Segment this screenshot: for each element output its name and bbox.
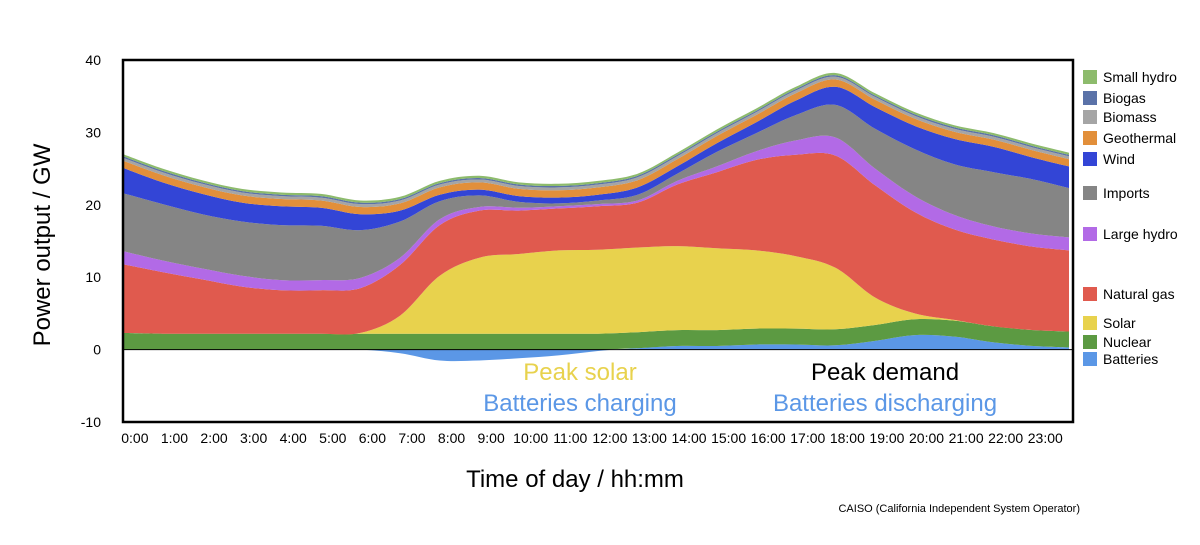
y-tick-label: 10 [85, 269, 101, 285]
legend-swatch-small-hydro [1083, 70, 1097, 84]
x-tick-label: 5:00 [319, 430, 346, 446]
area-imports [123, 104, 1069, 281]
legend-swatch-natural-gas [1083, 287, 1097, 301]
legend-swatch-wind [1083, 152, 1097, 166]
legend-label-biomass: Biomass [1103, 109, 1157, 125]
annotation-peak-solar: Peak solar [523, 359, 636, 386]
x-tick-label: 15:00 [711, 430, 746, 446]
legend-label-batteries: Batteries [1103, 351, 1158, 367]
x-tick-label: 12:00 [592, 430, 627, 446]
legend-label-wind: Wind [1103, 151, 1135, 167]
x-tick-label: 14:00 [672, 430, 707, 446]
area-batteries [123, 334, 1069, 362]
x-tick-label: 6:00 [359, 430, 386, 446]
legend: Small hydro Biogas Biomass Geothermal Wind Im… [1083, 69, 1178, 367]
x-tick-label: 21:00 [949, 430, 984, 446]
x-tick-label: 4:00 [280, 430, 307, 446]
x-tick-label: 11:00 [553, 430, 587, 446]
y-tick-label: 20 [85, 197, 101, 213]
area-layers [123, 72, 1069, 362]
area-natural-gas [123, 152, 1069, 335]
x-tick-label: 19:00 [869, 430, 904, 446]
x-tick-label: 2:00 [200, 430, 227, 446]
x-axis-label: Time of day / hh:mm [466, 466, 684, 493]
legend-label-small-hydro: Small hydro [1103, 69, 1177, 85]
y-tick-label: 0 [93, 342, 101, 358]
legend-label-solar: Solar [1103, 315, 1136, 331]
x-tick-label: 22:00 [988, 430, 1023, 446]
legend-swatch-nuclear [1083, 335, 1097, 349]
x-tick-label: 3:00 [240, 430, 267, 446]
legend-swatch-solar [1083, 316, 1097, 330]
x-tick-label: 16:00 [751, 430, 786, 446]
source-note: CAISO (California Independent System Ope… [838, 503, 1080, 515]
legend-label-geothermal: Geothermal [1103, 130, 1176, 146]
legend-swatch-geothermal [1083, 131, 1097, 145]
legend-label-nuclear: Nuclear [1103, 334, 1152, 350]
area-solar [123, 246, 1069, 335]
x-tick-label: 17:00 [790, 430, 825, 446]
x-tick-label: 1:00 [161, 430, 188, 446]
y-axis-label: Power output / GW [29, 143, 56, 346]
y-tick-label: 30 [85, 124, 101, 140]
annotation-batteries-charging: Batteries charging [483, 390, 676, 417]
legend-label-large-hydro: Large hydro [1103, 226, 1178, 242]
legend-label-imports: Imports [1103, 185, 1150, 201]
x-tick-label: 18:00 [830, 430, 865, 446]
legend-swatch-batteries [1083, 352, 1097, 366]
x-tick-label: 7:00 [398, 430, 425, 446]
legend-label-biogas: Biogas [1103, 90, 1146, 106]
x-tick-label: 8:00 [438, 430, 465, 446]
x-tick-label: 13:00 [632, 430, 667, 446]
annotations: Peak solar Batteries charging Peak demand B… [483, 359, 997, 417]
axes: -10 0 10 20 30 40 0:00 1:00 2:00 3:00 4:00 5:00 6:00… [81, 52, 1075, 446]
legend-swatch-biogas [1083, 91, 1097, 105]
plot-frame [121, 58, 1075, 424]
annotation-peak-demand: Peak demand [811, 359, 959, 386]
x-tick-label: 20:00 [909, 430, 944, 446]
x-tick-label: 10:00 [513, 430, 548, 446]
annotation-batteries-discharging: Batteries discharging [773, 390, 997, 417]
legend-label-natural-gas: Natural gas [1103, 286, 1175, 302]
x-tick-label: 23:00 [1028, 430, 1063, 446]
x-tick-label: 9:00 [478, 430, 505, 446]
area-wind [123, 86, 1069, 231]
area-nuclear [123, 318, 1069, 350]
y-tick-label: -10 [81, 414, 101, 430]
y-tick-label: 40 [85, 52, 101, 68]
legend-swatch-large-hydro [1083, 227, 1097, 241]
x-tick-label: 0:00 [121, 430, 148, 446]
area-large-hydro [123, 135, 1069, 291]
legend-swatch-imports [1083, 186, 1097, 200]
legend-swatch-biomass [1083, 110, 1097, 124]
